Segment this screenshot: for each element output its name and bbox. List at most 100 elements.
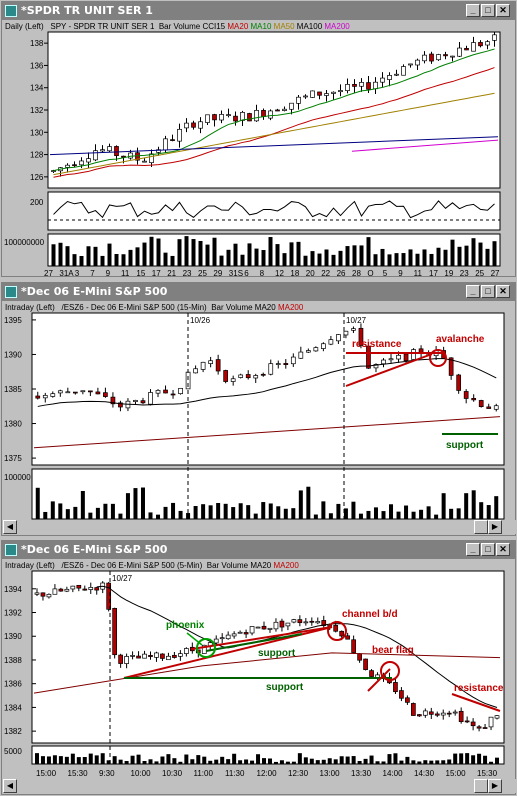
volume-bar xyxy=(310,251,315,266)
maximize-button[interactable]: □ xyxy=(481,4,495,17)
close-button[interactable]: ✕ xyxy=(496,4,510,17)
candle-body xyxy=(238,374,244,378)
candle-body xyxy=(268,110,273,119)
candle-body xyxy=(297,619,303,624)
candle-body xyxy=(261,625,267,630)
volume-bar xyxy=(208,760,213,764)
volume-bar xyxy=(471,755,476,764)
volume-bar xyxy=(95,507,100,519)
volume-bar xyxy=(447,759,452,764)
legend-volume: Volume xyxy=(221,561,249,570)
horizontal-scrollbar[interactable]: ◀ ▶ xyxy=(3,779,516,793)
candle-body xyxy=(380,77,385,83)
candle-body xyxy=(336,334,341,342)
x-axis-label: 10:30 xyxy=(162,769,183,778)
candle-body xyxy=(112,608,118,656)
scroll-right-button[interactable]: ▶ xyxy=(488,779,502,793)
candle-body xyxy=(212,114,217,121)
volume-bar xyxy=(387,254,392,266)
candle-body xyxy=(184,122,189,129)
volume-bar xyxy=(80,490,85,519)
volume-bar xyxy=(453,753,458,764)
candle-body xyxy=(464,48,469,51)
candle-body xyxy=(177,128,182,142)
candle-body xyxy=(363,658,368,671)
volume-bar xyxy=(240,254,245,266)
candle-body xyxy=(42,395,48,399)
volume-bar xyxy=(93,246,98,266)
candle-body xyxy=(471,397,477,401)
title-bar[interactable]: *Dec 06 E-Mini S&P 500 _ □ ✕ xyxy=(2,283,515,301)
candle-body xyxy=(215,359,221,372)
x-axis-label: 13:00 xyxy=(320,769,341,778)
title-bar[interactable]: *Dec 06 E-Mini S&P 500 _ □ ✕ xyxy=(2,541,515,559)
scroll-thumb[interactable] xyxy=(474,520,488,534)
phoenix-arrow xyxy=(186,632,203,646)
candle-body xyxy=(343,330,349,336)
volume-bar xyxy=(128,249,133,266)
ma200-line xyxy=(33,652,501,694)
candle-body xyxy=(72,391,78,394)
x-axis-label: 15:00 xyxy=(36,769,57,778)
chart-window-icon[interactable] xyxy=(5,544,17,556)
maximize-button[interactable]: □ xyxy=(481,543,495,556)
volume-bar xyxy=(253,513,258,519)
bear-flag-circle xyxy=(380,661,400,681)
x-axis-label: 12:00 xyxy=(257,769,278,778)
close-button[interactable]: ✕ xyxy=(496,543,510,556)
candle-body xyxy=(450,55,455,58)
volume-bar xyxy=(191,239,196,266)
candle-body xyxy=(191,122,196,128)
chart-window-icon[interactable] xyxy=(5,286,17,298)
volume-bar xyxy=(254,248,259,266)
volume-bar xyxy=(298,490,303,519)
candle-body xyxy=(34,592,40,595)
volume-bar xyxy=(177,239,182,266)
window-title: *SPDR TR UNIT SER 1 xyxy=(21,4,153,17)
candle-body xyxy=(396,354,401,360)
minimize-button[interactable]: _ xyxy=(466,4,480,17)
candle-body xyxy=(76,584,82,589)
volume-bar xyxy=(124,761,129,764)
candle-body xyxy=(422,54,427,62)
close-button[interactable]: ✕ xyxy=(496,285,510,298)
price-tick-label: 138 xyxy=(30,39,44,48)
x-axis-label: 3 xyxy=(75,269,80,278)
minimize-button[interactable]: _ xyxy=(466,285,480,298)
candle-body xyxy=(457,47,462,57)
volume-bar xyxy=(411,511,416,519)
candle-body xyxy=(333,624,339,632)
volume-bar xyxy=(88,512,93,519)
scroll-left-button[interactable]: ◀ xyxy=(3,779,17,793)
volume-bar xyxy=(338,250,343,266)
candle-body xyxy=(315,621,321,624)
volume-bar xyxy=(381,761,386,764)
minimize-button[interactable]: _ xyxy=(466,543,480,556)
volume-bar xyxy=(223,503,228,519)
horizontal-scrollbar[interactable]: ◀ ▶ xyxy=(3,520,516,534)
maximize-button[interactable]: □ xyxy=(481,285,495,298)
scroll-thumb[interactable] xyxy=(474,779,488,793)
volume-bar xyxy=(309,758,314,764)
candle-body xyxy=(107,146,112,152)
volume-bar xyxy=(373,507,378,519)
candle-body xyxy=(464,720,470,723)
volume-bar xyxy=(324,249,329,266)
chart-window-icon[interactable] xyxy=(5,5,17,17)
price-tick-label: 134 xyxy=(30,84,44,93)
scroll-left-button[interactable]: ◀ xyxy=(3,520,17,534)
volume-bar xyxy=(380,248,385,266)
title-bar[interactable]: *SPDR TR UNIT SER 1 _ □ ✕ xyxy=(2,2,515,20)
phoenix-label: phoenix xyxy=(166,620,205,631)
volume-bar xyxy=(178,510,183,519)
scroll-right-button[interactable]: ▶ xyxy=(488,520,502,534)
legend-axis: (Left) xyxy=(36,561,55,570)
volume-bar xyxy=(76,757,81,764)
price-tick-label: 1375 xyxy=(4,454,22,463)
candle-body xyxy=(429,53,434,62)
x-axis-label: 14:00 xyxy=(383,769,404,778)
x-axis-label: 31A xyxy=(59,269,74,278)
ma200-line xyxy=(351,139,499,152)
x-axis-label: 17 xyxy=(152,269,161,278)
support-label: support xyxy=(258,648,296,659)
